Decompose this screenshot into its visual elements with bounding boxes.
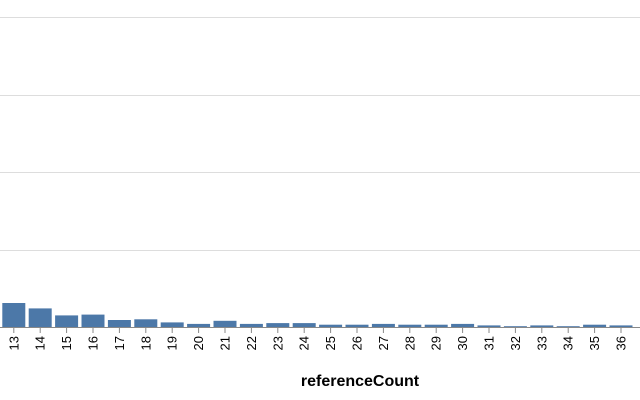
x-tick-label-28: 28 xyxy=(402,336,417,350)
bar-18 xyxy=(134,319,158,328)
x-tick-label-22: 22 xyxy=(244,336,259,350)
bar-13 xyxy=(2,303,26,327)
x-axis: 13 14 15 16 17 18 19 20 21 22 23 24 25 26 27 28 29 30 31 32… xyxy=(0,327,640,350)
x-tick-label-33: 33 xyxy=(534,336,549,350)
x-tick-label-36: 36 xyxy=(614,336,629,350)
x-tick-label-34: 34 xyxy=(561,336,576,350)
x-tick-label-31: 31 xyxy=(482,336,497,350)
x-tick-label-25: 25 xyxy=(323,336,338,350)
x-tick-label-23: 23 xyxy=(270,336,285,350)
gridlines xyxy=(0,17,640,251)
bar-33 xyxy=(530,325,554,327)
bar-23 xyxy=(266,323,290,327)
x-tick-label-15: 15 xyxy=(59,336,74,350)
bar-31 xyxy=(477,325,501,327)
bars xyxy=(2,303,633,328)
x-tick-label-32: 32 xyxy=(508,336,523,350)
x-tick-label-35: 35 xyxy=(587,336,602,350)
bar-17 xyxy=(107,320,131,327)
x-tick-label-13: 13 xyxy=(6,336,21,350)
bar-16 xyxy=(81,314,105,327)
x-tick-label-20: 20 xyxy=(191,336,206,350)
x-tick-label-18: 18 xyxy=(138,336,153,350)
bar-32 xyxy=(503,326,527,327)
bar-25 xyxy=(319,324,343,327)
bar-14 xyxy=(28,308,52,327)
x-tick-label-27: 27 xyxy=(376,336,391,350)
bar-20 xyxy=(187,323,211,327)
bar-21 xyxy=(213,320,237,327)
bar-19 xyxy=(160,322,184,328)
x-tick-label-26: 26 xyxy=(350,336,365,350)
x-tick-label-30: 30 xyxy=(455,336,470,350)
bar-30 xyxy=(451,323,475,327)
x-tick-label-19: 19 xyxy=(165,336,180,350)
bar-22 xyxy=(239,323,263,327)
x-tick-label-14: 14 xyxy=(33,336,48,350)
bar-29 xyxy=(424,324,448,327)
bar-26 xyxy=(345,324,369,327)
x-tick-label-24: 24 xyxy=(297,336,312,350)
bar-27 xyxy=(371,323,395,327)
bar-35 xyxy=(583,324,607,327)
bar-28 xyxy=(398,324,422,327)
x-axis-title: referenceCount xyxy=(301,373,420,390)
bar-24 xyxy=(292,323,316,327)
x-tick-label-17: 17 xyxy=(112,336,127,350)
bar-15 xyxy=(55,315,79,327)
x-tick-label-29: 29 xyxy=(429,336,444,350)
x-tick-label-16: 16 xyxy=(86,336,101,350)
bar-36 xyxy=(609,325,633,327)
x-tick-label-21: 21 xyxy=(218,336,233,350)
bar-34 xyxy=(556,326,580,327)
